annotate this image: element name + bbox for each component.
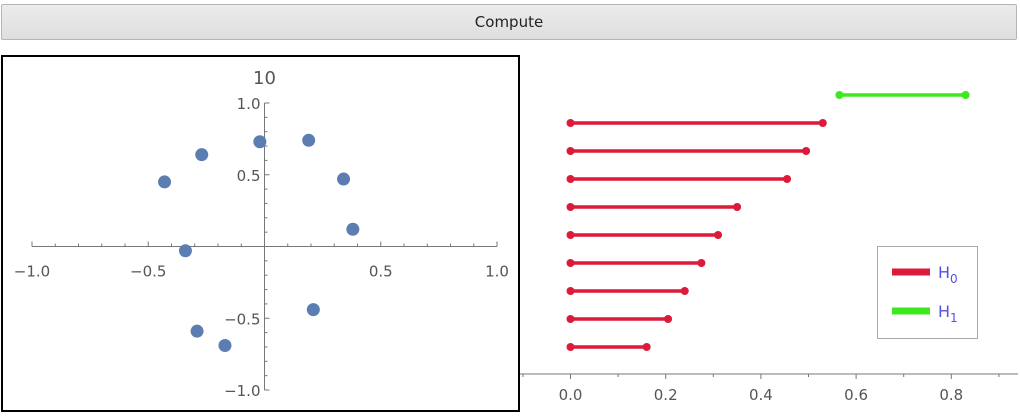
legend-label-h0: H0 (938, 263, 958, 286)
compute-button[interactable]: Compute (1, 4, 1017, 40)
scatter-point (302, 133, 316, 147)
scatter-point (195, 148, 209, 162)
h0-bar-start (566, 315, 575, 323)
barcode-x-tick-label: 0.6 (844, 386, 868, 404)
scatter-plot-frame (1, 55, 520, 412)
h0-bar-end (664, 315, 673, 323)
h1-bar-end (961, 91, 970, 99)
h0-bar-start (566, 259, 575, 267)
h1-bar-start (835, 91, 844, 99)
y-tick-label: −0.5 (224, 310, 260, 328)
y-tick-label: 0.5 (237, 167, 261, 185)
legend-box (877, 246, 978, 339)
scatter-point (253, 135, 267, 149)
barcode-x-tick-label: 0.0 (559, 386, 583, 404)
y-tick-label: 1.0 (237, 95, 261, 113)
scatter-point (190, 324, 204, 338)
scatter-point (158, 175, 172, 189)
scatter-point (337, 172, 351, 186)
persistence-barcode: 0.0 0.2 0.4 0.6 0.8 H0 H1 (520, 91, 1018, 404)
y-tick-label: −1.0 (224, 382, 260, 400)
h0-bar-end (783, 175, 792, 183)
scatter-point (306, 303, 320, 317)
barcode-x-tick-label: 0.2 (654, 386, 678, 404)
scatter-point (218, 339, 232, 353)
h0-bar-start (566, 203, 575, 211)
barcode-x-tick-label: 0.8 (939, 386, 963, 404)
barcode-legend: H0 H1 (877, 246, 978, 339)
h0-bar-start (566, 175, 575, 183)
x-tick-label: 0.5 (369, 263, 393, 281)
x-tick-label: 1.0 (485, 263, 509, 281)
x-tick-label: −0.5 (130, 263, 166, 281)
legend-label-h1: H1 (938, 302, 958, 325)
h0-bar-end (642, 343, 651, 351)
x-tick-label: −1.0 (14, 263, 50, 281)
scatter-plot: −1.0 −0.5 0.5 1.0 −1.0 −0.5 0.5 1.0 10 (14, 68, 509, 400)
h0-bar-start (566, 343, 575, 351)
h0-bar-start (566, 119, 575, 127)
barcode-x-tick-label: 0.4 (749, 386, 773, 404)
h0-bar-end (680, 287, 689, 295)
h0-bar-end (733, 203, 742, 211)
scatter-point (346, 222, 360, 236)
h0-bar-end (714, 231, 723, 239)
h0-bar-start (566, 147, 575, 155)
h0-bar-start (566, 231, 575, 239)
h0-bar-end (697, 259, 706, 267)
h0-bar-start (566, 287, 575, 295)
scatter-point (178, 244, 192, 258)
h0-bar-end (818, 119, 827, 127)
h0-bar-end (802, 147, 811, 155)
plot-title: 10 (253, 68, 276, 89)
